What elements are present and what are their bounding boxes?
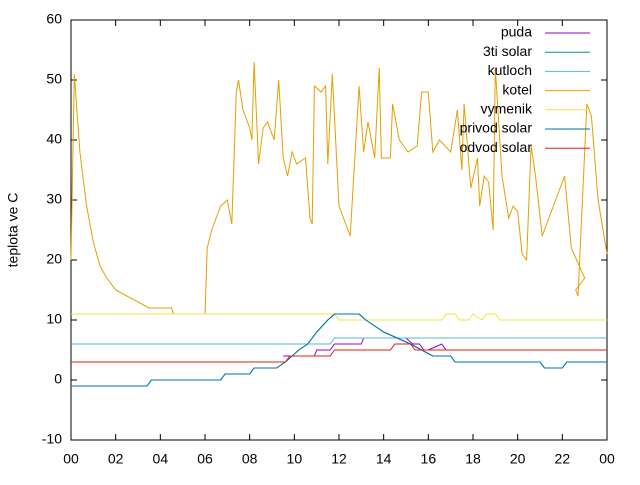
line-series	[71, 313, 607, 321]
legend-label: kutloch	[488, 62, 532, 78]
x-tick-label: 16	[421, 451, 437, 467]
x-tick-label: 00	[63, 451, 79, 467]
x-tick-label: 10	[287, 451, 303, 467]
x-tick-label: 22	[555, 451, 571, 467]
x-tick-label: 00	[599, 451, 615, 467]
y-tick-label: 20	[46, 251, 62, 267]
x-tick-label: 12	[331, 451, 347, 467]
legend-label: odvod solar	[460, 139, 533, 155]
x-tick-label: 20	[510, 451, 526, 467]
x-tick-label: 04	[153, 451, 169, 467]
legend-label: vymenik	[481, 101, 533, 117]
line-series	[70, 61, 608, 315]
line-series	[71, 337, 607, 345]
y-tick-label: 50	[46, 71, 62, 87]
x-tick-label: 02	[108, 451, 124, 467]
line-series	[71, 343, 607, 363]
x-tick-label: 06	[197, 451, 213, 467]
x-tick-label: 18	[465, 451, 481, 467]
line-series	[71, 313, 607, 387]
y-tick-label: 10	[46, 311, 62, 327]
y-tick-label: 0	[54, 371, 62, 387]
legend-label: 3ti solar	[483, 43, 532, 59]
legend-label: privod solar	[460, 120, 533, 136]
legend-label: kotel	[502, 81, 532, 97]
legend-label: puda	[501, 24, 532, 40]
x-tick-label: 08	[242, 451, 258, 467]
y-axis-label: teplota ve C	[5, 193, 21, 268]
y-tick-label: -10	[42, 431, 62, 447]
plot-border	[70, 19, 608, 441]
y-tick-label: 40	[46, 131, 62, 147]
y-tick-label: 30	[46, 191, 62, 207]
x-tick-label: 14	[376, 451, 392, 467]
y-tick-label: 60	[46, 11, 62, 27]
